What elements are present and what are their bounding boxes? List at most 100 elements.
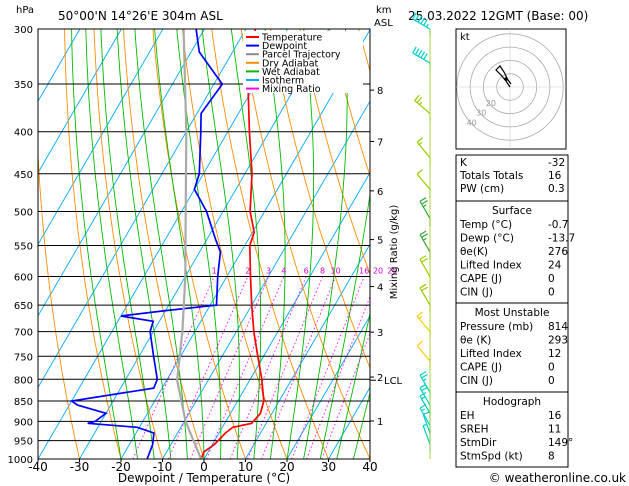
km-unit-label: km (376, 5, 392, 16)
wind-barb-staff (419, 287, 431, 306)
dry-adiabat-line (328, 29, 370, 178)
dry-adiabat-line (299, 29, 370, 275)
pressure-tick-label: 700 (14, 328, 33, 339)
wind-barb-flag (419, 392, 427, 397)
wind-barb (412, 46, 431, 72)
wind-barb-flag (414, 94, 420, 101)
mixing-ratio-axis-title: Mixing Ratio (g/kg) (389, 205, 400, 300)
wind-barb-flag (422, 204, 427, 208)
mixing-ratio-line (291, 276, 365, 459)
pressure-tick-label: 750 (14, 352, 33, 363)
wind-barb-flag (417, 49, 423, 57)
most-unstable-index-label: Lifted Index (460, 348, 522, 360)
x-tick-label: 40 (362, 460, 377, 474)
wind-barb-staff (419, 234, 431, 253)
isotherm-line (38, 29, 81, 103)
wind-barb-flag (419, 255, 427, 260)
wind-barb-staff (419, 387, 431, 406)
wind-barb-flag (421, 199, 428, 205)
pressure-tick-label: 350 (14, 80, 33, 91)
wind-barb-flag (421, 408, 425, 412)
wet-adiabat-line (176, 29, 222, 459)
wet-adiabat-line (201, 29, 240, 459)
hpa-unit-label: hPa (16, 5, 34, 16)
isotherm-line (79, 29, 330, 459)
basic-index-label: Totals Totals (459, 170, 523, 182)
most-unstable-index-value: 814 (548, 321, 568, 333)
surface-index-label: CAPE (J) (460, 273, 502, 285)
mixing-ratio-label: 25 (387, 267, 397, 276)
most-unstable-index-value: 12 (548, 348, 561, 360)
hodograph-index-label: SREH (460, 424, 489, 436)
series-line (175, 29, 203, 459)
wind-barb-column (412, 12, 431, 459)
series-line (69, 29, 224, 459)
legend-label: Dewpoint (262, 41, 307, 52)
wind-barb-flag (418, 316, 423, 320)
indices-table: K -32 Totals Totals 16 PW (cm) 0.3 Surface Temp… (455, 154, 575, 468)
x-tick-label: -20 (111, 460, 131, 474)
wind-barb-staff (414, 100, 431, 114)
pressure-tick-label: 950 (14, 437, 33, 448)
wind-barb-flag (419, 371, 427, 376)
wind-barb-flag (412, 46, 417, 54)
km-tick-label: 1 (377, 417, 383, 428)
most-unstable-title: Most Unstable (475, 307, 550, 319)
most-unstable-box (455, 302, 569, 394)
wind-barb-flag (421, 233, 428, 238)
mixing-ratio-line (261, 276, 337, 459)
wind-barb-flag (422, 237, 427, 241)
wind-barb (416, 311, 431, 340)
pressure-tick-label: 600 (14, 273, 33, 284)
mixing-ratio-line (229, 276, 307, 459)
profile-series (69, 29, 265, 459)
isotherm-line (38, 29, 122, 174)
hodograph-index-title: Hodograph (483, 396, 541, 408)
surface-index-value: 0 (548, 273, 555, 285)
km-tick-label: 3 (377, 328, 383, 339)
basic-index-value: -32 (548, 157, 565, 169)
wind-barb-flag (420, 51, 426, 59)
pressure-tick-label: 400 (14, 128, 33, 139)
wind-barb-flag (421, 386, 428, 392)
wet-adiabat-line (352, 390, 370, 459)
km-tick-label: 7 (377, 137, 383, 148)
most-unstable-index-label: θe (K) (460, 335, 491, 347)
wind-barb-flag (420, 17, 426, 25)
hodograph-index-value: 16 (548, 410, 562, 422)
pressure-tick-label: 850 (14, 397, 33, 408)
x-tick-label: 30 (321, 460, 336, 474)
x-tick-label: -30 (70, 460, 90, 474)
legend-label: Dry Adiabat (262, 58, 319, 69)
mixing-ratio-line (206, 276, 285, 459)
station-location: 50°00'N 14°26'E 304m ASL (58, 9, 223, 23)
surface-index-label: CIN (J) (460, 287, 493, 299)
wind-barb-flag (423, 53, 428, 60)
wind-barb-staff (416, 315, 431, 332)
legend-label: Parcel Trajectory (262, 50, 341, 61)
pressure-tick-label: 800 (14, 375, 33, 386)
surface-index-value: 24 (548, 260, 562, 272)
mixing-ratio-labels: 1 2 3 4 6 8 10 16 20 25 (212, 267, 398, 276)
wind-barb-flag (419, 383, 427, 389)
forecast-datetime: 25.03.2022 12GMT (Base: 00) (408, 9, 588, 23)
surface-index-value: 0 (548, 287, 555, 299)
surface-index-label: Temp (°C) (459, 219, 512, 231)
most-unstable-index-label: Pressure (mb) (460, 321, 533, 333)
wind-barb-flag (416, 96, 423, 104)
pressure-tick-label: 550 (14, 241, 33, 252)
km-tick-label: 8 (377, 86, 383, 97)
height-axis: 8 7 6 5 4 3 2 1 LCL (370, 86, 403, 428)
isotherm-line (245, 243, 370, 459)
x-tick-label: -10 (153, 460, 173, 474)
wind-barb-flag (418, 141, 423, 146)
wind-barb-flag (419, 230, 427, 236)
x-tick-label: 0 (200, 460, 208, 474)
pressure-tick-label: 650 (14, 301, 33, 312)
most-unstable-index-value: 293 (548, 335, 568, 347)
surface-index-label: θe(K) (460, 246, 488, 258)
isotherm-line (120, 29, 370, 459)
wet-adiabat-line (336, 311, 370, 459)
